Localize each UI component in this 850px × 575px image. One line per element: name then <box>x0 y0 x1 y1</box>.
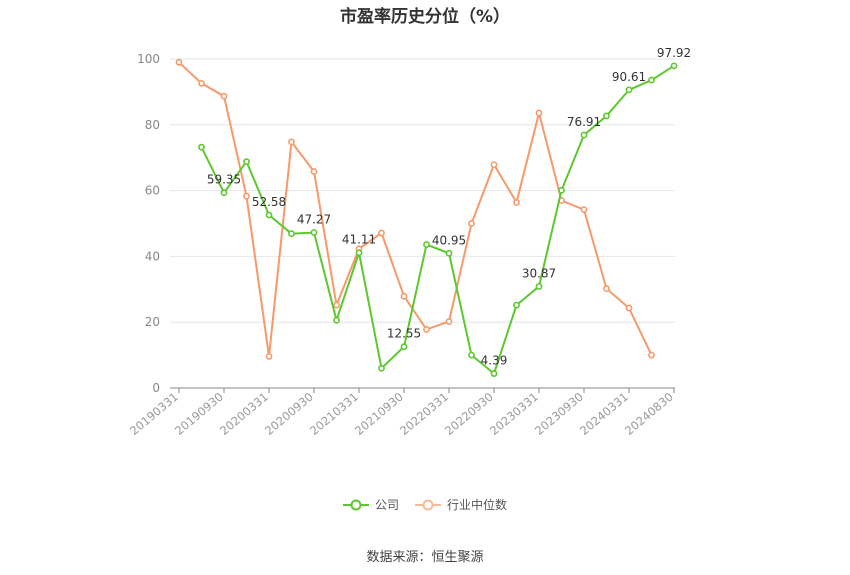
x-tick-label: 20220331 <box>397 390 451 438</box>
data-point <box>648 351 655 359</box>
data-point <box>310 229 318 236</box>
series-line <box>178 61 653 357</box>
data-point <box>513 199 520 206</box>
y-tick-label: 40 <box>145 249 160 263</box>
data-point <box>310 168 318 175</box>
data-label: 41.11 <box>342 233 376 247</box>
data-point <box>580 206 588 214</box>
x-tick-label: 20210930 <box>352 390 406 438</box>
data-point <box>378 364 385 372</box>
data-point <box>603 285 610 293</box>
legend-item-company[interactable]: 公司 <box>342 496 399 513</box>
data-point <box>288 230 295 238</box>
legend-label-industry-median: 行业中位数 <box>447 498 508 512</box>
data-point <box>513 301 520 309</box>
data-point <box>423 326 430 333</box>
data-label: 47.27 <box>297 212 331 226</box>
data-point <box>670 62 678 70</box>
legend-label-company: 公司 <box>374 498 399 512</box>
data-point <box>378 229 385 237</box>
data-point <box>445 318 453 325</box>
data-point <box>603 112 610 120</box>
x-tick-label: 20190331 <box>127 390 181 438</box>
line-chart: 0 20 40 60 80 100 2019033120190930202003312020… <box>127 46 691 438</box>
legend-swatch-company <box>342 499 369 510</box>
data-label: 12.55 <box>387 327 421 341</box>
data-point <box>265 353 273 360</box>
data-label: 4.39 <box>481 354 508 368</box>
data-point <box>423 241 430 248</box>
data-point <box>535 109 543 117</box>
data-point <box>648 76 655 84</box>
data-point <box>400 292 408 300</box>
series-industry-median <box>175 58 655 360</box>
data-point <box>535 283 543 290</box>
data-point <box>288 138 295 146</box>
x-tick-label: 20240830 <box>622 390 676 438</box>
y-tick-label: 80 <box>145 118 160 132</box>
legend-item-industry-median[interactable]: 行业中位数 <box>415 496 507 513</box>
data-point <box>490 161 498 169</box>
x-tick-label: 20230331 <box>487 390 541 438</box>
data-point <box>355 249 363 257</box>
data-point <box>243 192 250 200</box>
data-point <box>468 351 475 359</box>
data-label: 52.58 <box>252 195 286 209</box>
data-point <box>580 131 588 139</box>
data-point <box>625 86 633 94</box>
data-point <box>490 370 498 377</box>
x-tick-label: 20190930 <box>172 390 226 438</box>
data-point <box>468 220 475 227</box>
data-point <box>220 189 228 197</box>
legend: 公司 行业中位数 <box>0 496 850 513</box>
data-point <box>243 158 250 166</box>
data-point <box>175 58 183 66</box>
data-label: 76.91 <box>567 115 601 129</box>
source-note: 数据来源：恒生聚源 <box>366 550 484 565</box>
legend-swatch-industry-median <box>415 499 441 510</box>
chart-title: 市盈率历史分位（%） <box>339 7 511 27</box>
data-label: 97.92 <box>657 46 691 60</box>
data-point <box>333 316 340 324</box>
y-tick-label: 100 <box>137 52 160 66</box>
y-tick-label: 0 <box>152 381 160 395</box>
data-point <box>333 301 340 309</box>
data-point <box>198 79 205 87</box>
data-label: 30.87 <box>522 266 556 280</box>
data-point <box>625 304 633 312</box>
x-tick-label: 20240331 <box>577 390 631 438</box>
data-label: 59.35 <box>207 173 241 187</box>
data-label: 40.95 <box>432 233 466 247</box>
data-point <box>265 211 273 219</box>
data-point <box>558 186 565 194</box>
series-line <box>200 64 675 376</box>
y-tick-label: 60 <box>145 184 160 198</box>
series-company: 59.35 52.58 47.27 41.11 12.55 40.95 4.39 30.87 7… <box>198 46 691 377</box>
x-tick-label: 20200331 <box>217 390 271 438</box>
data-point <box>198 143 205 151</box>
data-point <box>220 92 228 100</box>
x-tick-label: 20230930 <box>532 390 586 438</box>
data-point <box>400 343 408 351</box>
x-tick-label: 20210331 <box>307 390 361 438</box>
x-tick-label: 20200930 <box>262 390 316 438</box>
x-tick-label: 20220930 <box>442 390 496 438</box>
data-point <box>445 249 453 257</box>
data-label: 90.61 <box>612 70 646 84</box>
y-tick-label: 20 <box>145 315 160 329</box>
